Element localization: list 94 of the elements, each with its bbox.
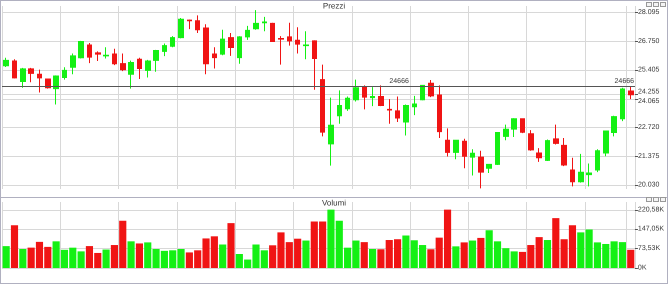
candlestick: [212, 46, 217, 69]
candlestick: [220, 29, 225, 56]
candlestick: [462, 138, 467, 169]
candlestick: [536, 148, 542, 162]
bar: [2, 246, 10, 268]
candlestick: [328, 97, 334, 166]
bar: [360, 242, 368, 268]
candlestick: [362, 84, 367, 110]
candlestick: [137, 57, 142, 80]
candlestick: [603, 130, 609, 157]
candlestick: [403, 104, 409, 136]
candlestick: [437, 84, 442, 139]
bar: [452, 246, 460, 268]
bar: [369, 248, 376, 268]
candlestick: [320, 64, 325, 137]
candlestick: [128, 60, 134, 90]
candlestick: [62, 66, 67, 80]
candlestick: [245, 25, 250, 40]
candlestick: [203, 24, 209, 75]
bar: [128, 241, 135, 268]
candlestick: [262, 16, 267, 32]
candlestick: [345, 96, 350, 112]
candlestick: [486, 164, 492, 174]
candlestick: [228, 32, 234, 56]
candlestick: [303, 30, 309, 60]
candlestick: [353, 79, 359, 102]
candlestick: [78, 40, 84, 59]
candlestick: [270, 22, 275, 42]
candlestick: [570, 157, 575, 187]
candlestick: [295, 26, 300, 54]
candlestick: [395, 96, 400, 123]
candlestick: [278, 36, 284, 66]
candlestick: [470, 148, 475, 176]
candlestick: [103, 46, 109, 59]
candlestick: [337, 90, 342, 124]
candlestick: [87, 42, 92, 64]
candlestick: [20, 67, 26, 88]
bar: [544, 240, 552, 268]
candlestick: [387, 98, 392, 124]
candlestick: [37, 69, 42, 93]
candlestick: [445, 128, 450, 157]
candlestick: [153, 49, 159, 72]
bar: [10, 225, 18, 268]
candlestick: [511, 118, 517, 138]
candlestick: [503, 124, 509, 141]
candlestick: [578, 153, 584, 184]
candlestick: [95, 50, 101, 62]
candlestick: [3, 57, 9, 68]
candlestick: [237, 36, 242, 64]
bar: [460, 242, 468, 268]
candlestick: [12, 58, 17, 80]
candlestick: [378, 84, 384, 107]
bar: [227, 223, 235, 268]
candlestick: [420, 84, 425, 101]
candlestick: [545, 139, 550, 162]
candlestick: [145, 59, 151, 78]
candlestick: [561, 138, 567, 167]
bar: [477, 238, 484, 268]
candlestick: [495, 132, 500, 166]
candlestick: [112, 48, 117, 66]
candlestick: [120, 53, 126, 72]
chart-title: Volumi: [322, 198, 346, 208]
candlestick: [53, 74, 59, 105]
candlestick: [312, 40, 317, 90]
bar: [302, 240, 310, 268]
candlestick: [628, 86, 634, 100]
bar: [19, 248, 26, 268]
candlestick: [195, 14, 200, 34]
candlestick: [253, 10, 259, 30]
candlestick: [370, 86, 375, 107]
candlestick: [520, 118, 525, 134]
bar: [627, 250, 634, 268]
candlestick: [412, 95, 417, 116]
candlestick: [620, 87, 625, 122]
candlestick: [187, 18, 192, 30]
bar: [468, 240, 476, 268]
bar: [219, 244, 226, 268]
candlestick: [287, 22, 292, 46]
candlestick: [428, 80, 434, 98]
bar: [136, 243, 143, 268]
candlestick: [170, 36, 175, 48]
bar: [102, 250, 110, 268]
candlestick: [478, 150, 484, 189]
candlestick: [70, 53, 76, 75]
candlestick: [611, 115, 617, 137]
candlestick: [528, 130, 534, 152]
candlestick: [453, 140, 459, 160]
candlestick: [28, 67, 34, 83]
candlestick: [178, 17, 184, 39]
candlestick: [162, 42, 167, 57]
candlestick: [586, 163, 592, 187]
candlestick: [595, 148, 600, 173]
candlestick: [553, 124, 559, 145]
chart-title: Prezzi: [322, 2, 346, 10]
